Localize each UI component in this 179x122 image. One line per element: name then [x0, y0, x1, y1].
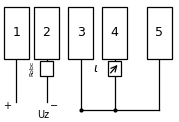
- Text: ι: ι: [94, 62, 98, 75]
- Text: Uz: Uz: [37, 110, 49, 120]
- Text: 4: 4: [111, 26, 118, 39]
- Text: −: −: [50, 101, 58, 111]
- Bar: [102, 7, 127, 59]
- Text: 2: 2: [43, 26, 50, 39]
- Bar: [34, 7, 59, 59]
- Bar: [4, 7, 29, 59]
- Bar: [108, 61, 121, 76]
- Text: +: +: [3, 101, 11, 111]
- Bar: [40, 61, 53, 76]
- Bar: [147, 7, 172, 59]
- Text: 3: 3: [77, 26, 84, 39]
- Bar: [68, 7, 93, 59]
- Text: Robc: Robc: [30, 61, 35, 76]
- Text: 5: 5: [155, 26, 163, 39]
- Text: 1: 1: [12, 26, 20, 39]
